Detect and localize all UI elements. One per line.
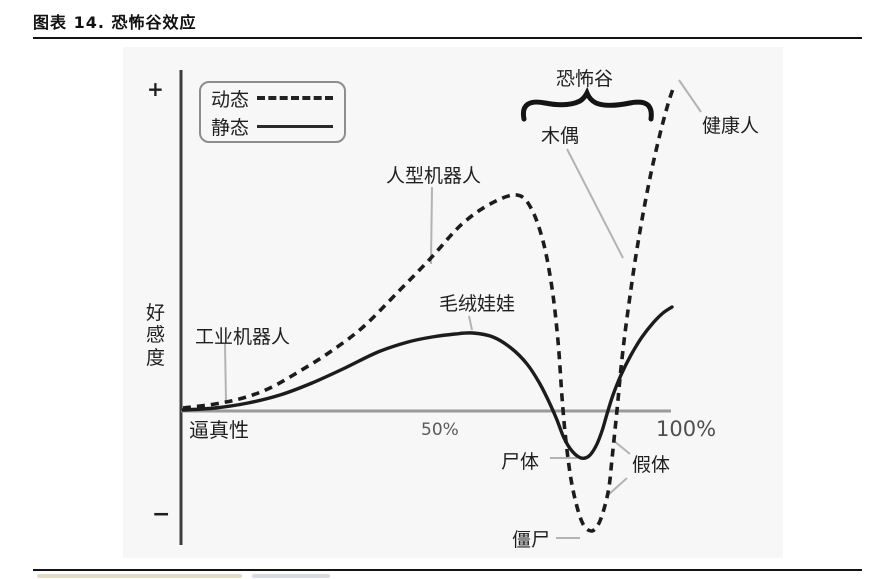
figure-title: 图表 14. 恐怖谷效应 [33, 13, 197, 32]
x-tick-100: 100% [656, 417, 717, 441]
annotation-zombie: 僵尸 [512, 529, 551, 551]
curves-group [181, 85, 676, 533]
x-axis-title: 逼真性 [189, 418, 249, 442]
y-axis-title: 好感度 [146, 302, 166, 369]
y-axis-minus-label: − [152, 502, 171, 527]
curve-static-solid [181, 305, 674, 461]
legend-box: 动态 静态 [199, 81, 346, 143]
leader-line [606, 477, 628, 497]
leader-line [678, 79, 702, 113]
x-tick-50: 50% [421, 420, 459, 440]
leader-line [566, 148, 624, 259]
legend-dashed-line-sample [257, 96, 334, 100]
annotation-healthy-person: 健康人 [702, 115, 760, 137]
legend-label-dynamic: 动态 [211, 88, 250, 111]
clipped-source-text [252, 574, 330, 578]
legend-row-dynamic: 动态 [211, 87, 344, 111]
leader-line [224, 343, 227, 402]
y-axis-plus-label: + [147, 77, 164, 101]
annotation-corpse: 尸体 [501, 451, 540, 473]
bottom-divider-line [33, 569, 862, 571]
leader-line [468, 315, 473, 331]
curve-dynamic-dashed [182, 85, 676, 533]
annotation-uncanny-valley: 恐怖谷 [556, 68, 614, 90]
title-divider-line [33, 37, 862, 39]
leader-line [613, 440, 631, 455]
clipped-source-text [37, 574, 242, 578]
legend-solid-line-sample [257, 124, 334, 128]
legend-label-static: 静态 [211, 116, 250, 139]
annotation-plush-doll: 毛绒娃娃 [439, 293, 516, 315]
chart-panel-background [123, 47, 783, 558]
annotation-prosthetic: 假体 [632, 454, 671, 476]
legend-row-static: 静态 [211, 115, 344, 139]
annotation-industrial-robot: 工业机器人 [195, 326, 291, 348]
uncanny-valley-brace [520, 86, 654, 122]
annotation-humanoid-robot: 人型机器人 [386, 165, 482, 187]
annotation-puppet: 木偶 [541, 125, 580, 147]
leader-line [430, 186, 433, 265]
annotation-leader-lines [224, 79, 702, 539]
